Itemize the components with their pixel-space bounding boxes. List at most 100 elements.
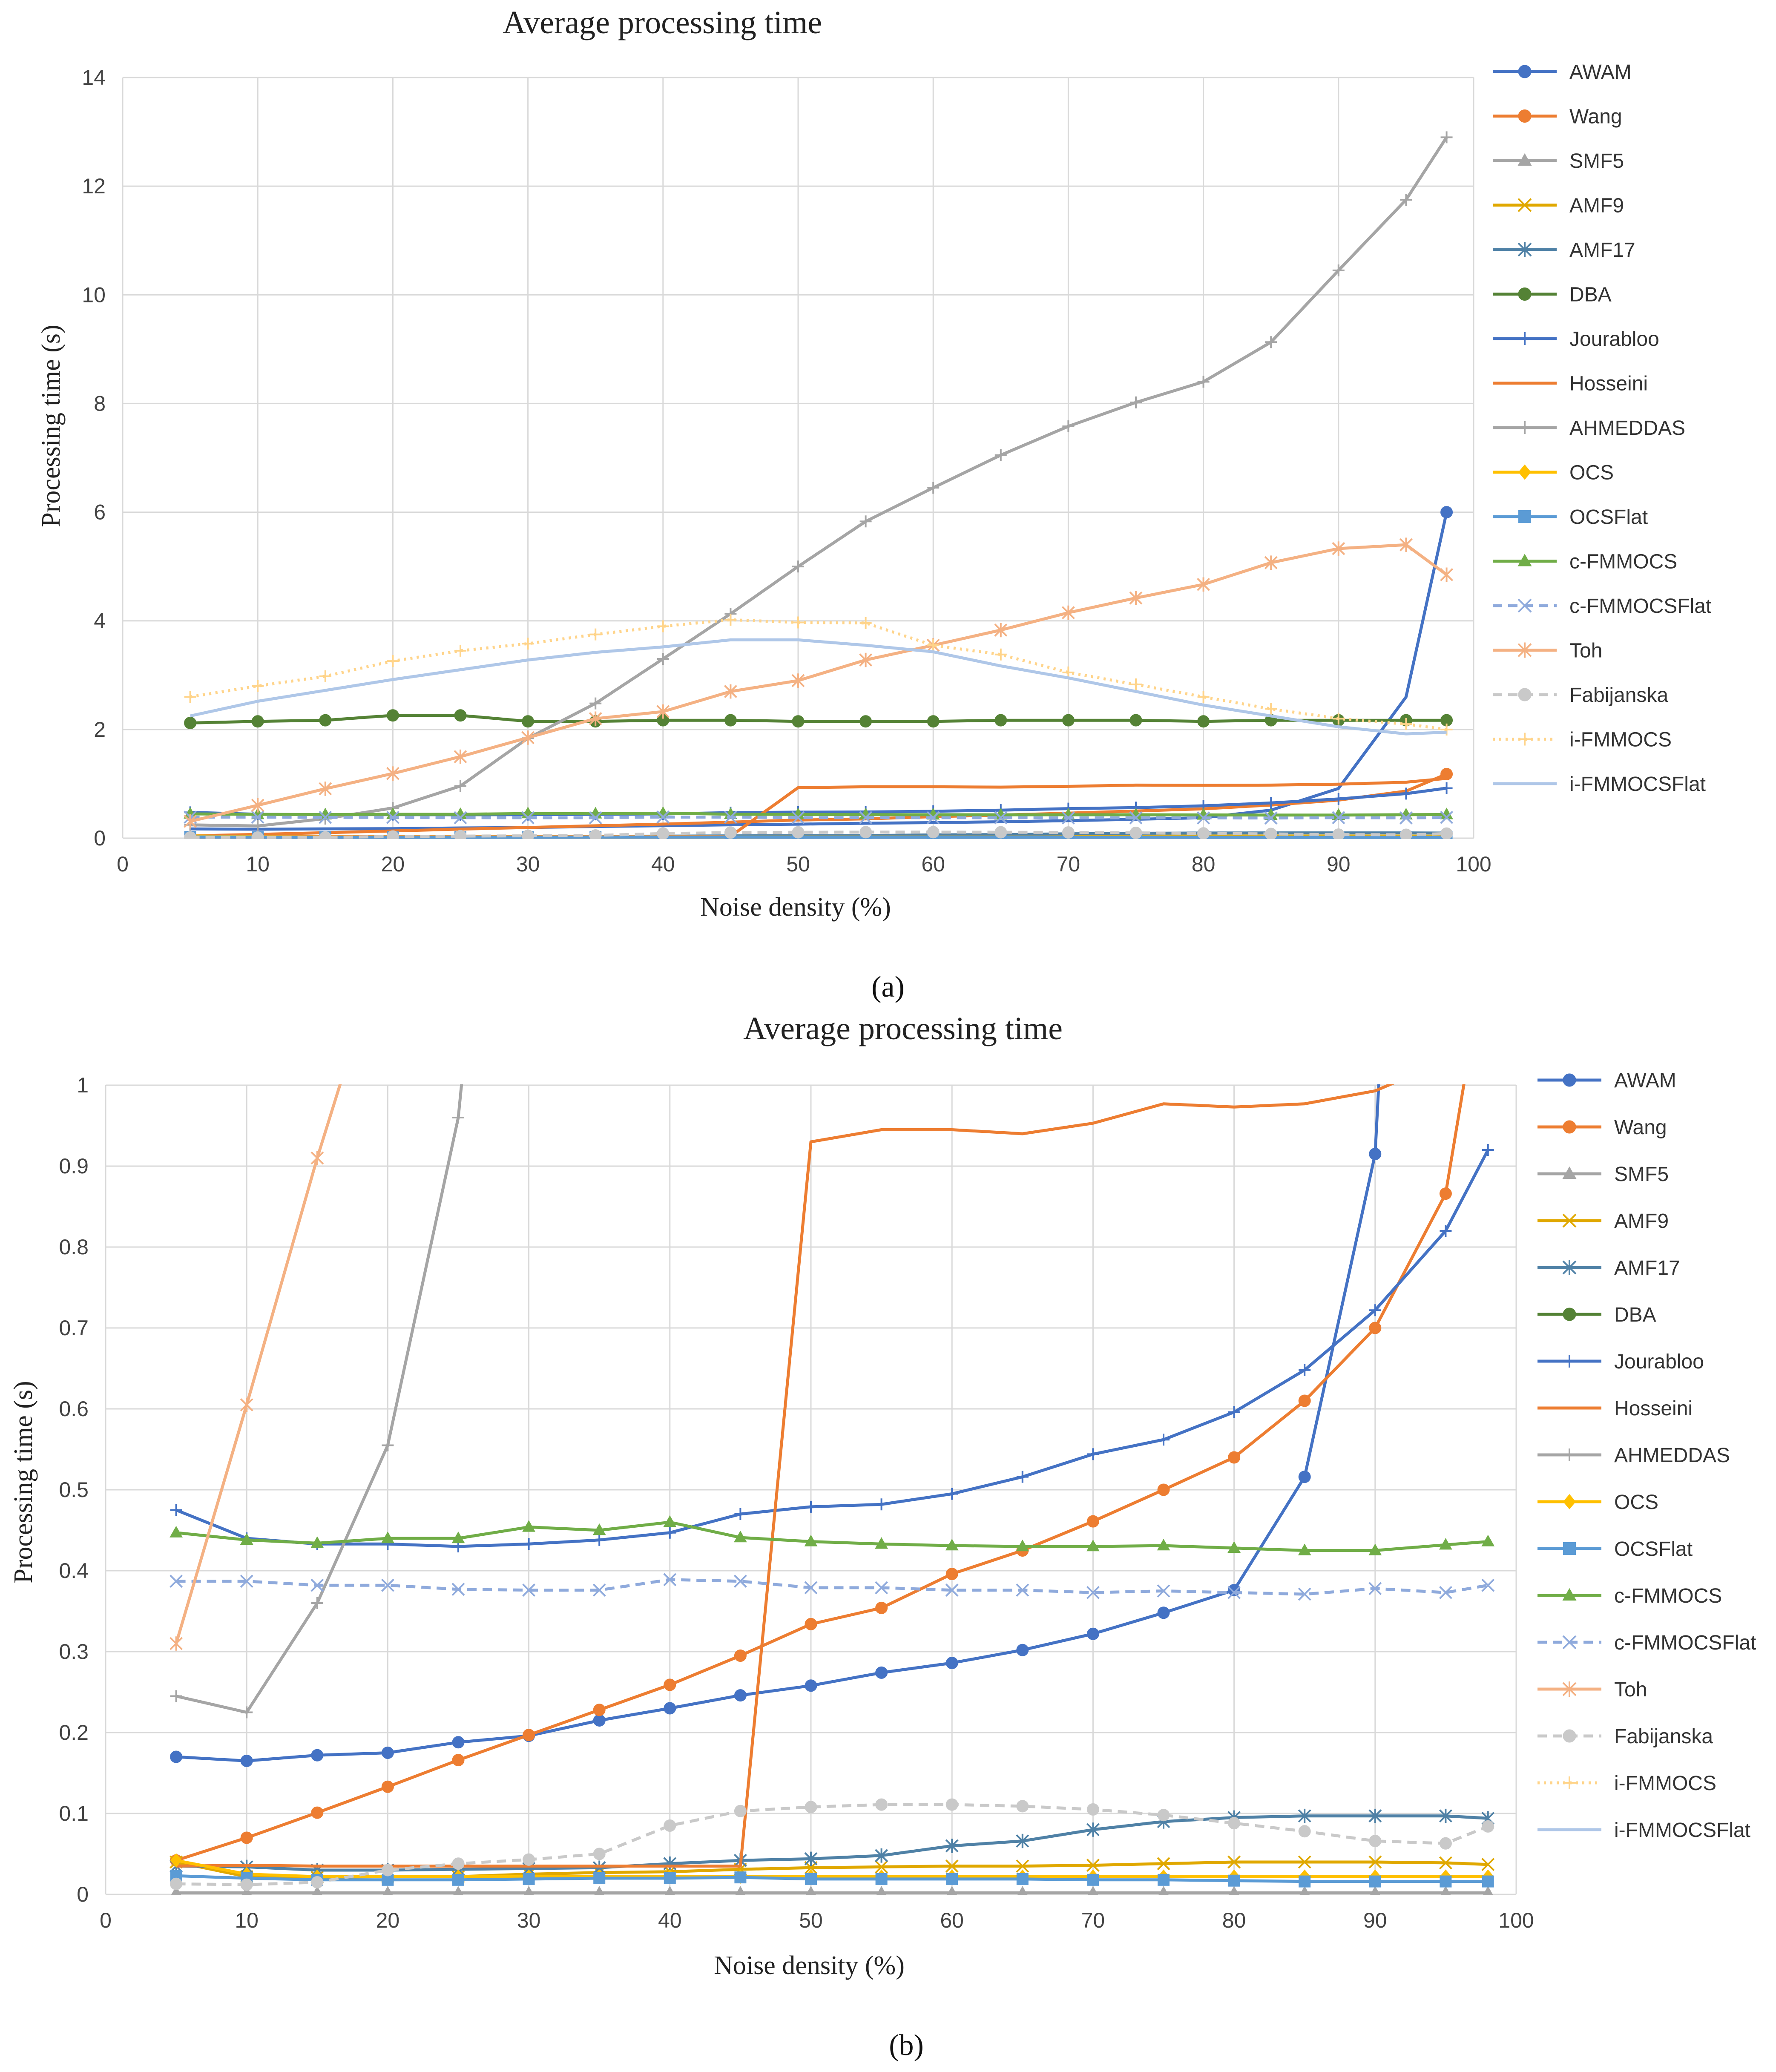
data-point-c-fmmocsflat bbox=[522, 1583, 536, 1597]
data-point-amf9 bbox=[1227, 1855, 1241, 1869]
data-point-c-fmmocsflat bbox=[386, 810, 399, 824]
data-point-ahmeddas bbox=[452, 1112, 464, 1124]
x-tick-label: 50 bbox=[799, 1908, 823, 1932]
y-tick-label: 0.1 bbox=[59, 1802, 89, 1825]
data-point-ocsflat bbox=[1299, 1875, 1311, 1888]
series-line-wang bbox=[190, 773, 1447, 838]
data-point-ahmeddas bbox=[170, 1690, 182, 1702]
data-point-c-fmmocsflat bbox=[240, 1575, 253, 1588]
data-point-toh bbox=[386, 766, 399, 781]
legend-marker bbox=[1517, 598, 1532, 613]
data-point-toh bbox=[319, 782, 332, 796]
series-wang bbox=[170, 1084, 1466, 1867]
data-point-ahmeddas bbox=[311, 1597, 323, 1609]
data-point-c-fmmocsflat bbox=[1368, 1582, 1382, 1595]
data-point-wang bbox=[945, 1568, 958, 1581]
data-point-c-fmmocsflat bbox=[451, 1583, 465, 1596]
data-point-jourabloo bbox=[875, 1498, 888, 1511]
data-point-c-fmmocsflat bbox=[804, 1581, 818, 1595]
y-tick-label: 0.3 bbox=[59, 1640, 89, 1664]
data-point-jourabloo bbox=[1400, 787, 1412, 800]
x-tick-label: 10 bbox=[235, 1908, 259, 1932]
data-point-toh bbox=[1129, 591, 1143, 605]
legend-item-i-fmmocs: i-FMMOCS bbox=[1493, 729, 1672, 751]
legend-marker bbox=[1562, 1213, 1577, 1228]
data-point-i-fmmocs bbox=[1265, 703, 1277, 715]
series-dba bbox=[170, 60, 1494, 185]
data-point-c-fmmocsflat bbox=[1399, 811, 1413, 825]
data-point-awam bbox=[1157, 1606, 1170, 1619]
data-point-fabijanska bbox=[311, 1876, 324, 1888]
data-point-c-fmmocs bbox=[1439, 1538, 1452, 1550]
data-point-c-fmmocsflat bbox=[1086, 1586, 1100, 1599]
data-point-c-fmmocs bbox=[1227, 1541, 1241, 1553]
data-point-ahmeddas bbox=[994, 449, 1007, 461]
data-point-awam bbox=[945, 1657, 958, 1670]
legend-item-hosseini: Hosseini bbox=[1493, 373, 1648, 395]
legend-label: Toh bbox=[1614, 1678, 1647, 1701]
legend-marker bbox=[1563, 1542, 1576, 1555]
data-point-fabijanska bbox=[805, 1801, 817, 1813]
data-point-dba bbox=[946, 149, 958, 161]
data-point-fabijanska bbox=[994, 826, 1007, 839]
data-point-toh bbox=[1264, 555, 1278, 570]
data-point-i-fmmocs bbox=[724, 614, 737, 626]
data-point-amf17 bbox=[875, 1848, 888, 1863]
x-tick-label: 30 bbox=[516, 852, 540, 876]
series-group-a bbox=[184, 131, 1453, 839]
data-point-ocsflat bbox=[805, 1873, 817, 1885]
x-tick-label: 80 bbox=[1222, 1908, 1246, 1932]
data-point-dba bbox=[1299, 132, 1310, 144]
data-point-smf5 bbox=[1299, 1886, 1310, 1895]
legend-item-i-fmmocs: i-FMMOCS bbox=[1537, 1772, 1716, 1795]
x-tick-label: 20 bbox=[376, 1908, 400, 1932]
data-point-dba bbox=[319, 714, 332, 727]
legend-marker bbox=[1517, 554, 1532, 566]
y-axis-label-b: Processing time (s) bbox=[9, 1381, 38, 1583]
x-tick-label: 70 bbox=[1081, 1908, 1105, 1932]
data-point-i-fmmocs bbox=[184, 691, 196, 703]
x-tick-label: 100 bbox=[1456, 852, 1491, 876]
series-line-c-fmmocs bbox=[176, 1520, 1489, 1552]
legend-item-ocs: OCS bbox=[1493, 462, 1614, 484]
series-ocsflat bbox=[170, 1870, 1494, 1888]
data-point-fabijanska bbox=[319, 831, 332, 839]
series-ahmeddas bbox=[170, 1084, 464, 1719]
data-point-ahmeddas bbox=[1130, 396, 1142, 408]
data-point-toh bbox=[382, 924, 394, 939]
y-tick-label: 0.5 bbox=[59, 1478, 89, 1502]
legend-item-smf5: SMF5 bbox=[1537, 1163, 1669, 1186]
data-point-c-fmmocs bbox=[1368, 1543, 1382, 1555]
series-ahmeddas bbox=[184, 131, 1453, 832]
data-point-toh bbox=[589, 711, 602, 726]
grid-b bbox=[105, 1084, 1517, 1895]
series-line-amf17 bbox=[176, 1814, 1489, 1872]
data-point-ocsflat bbox=[1482, 1875, 1494, 1888]
data-point-wang bbox=[734, 1650, 747, 1662]
series-line-c-fmmocs bbox=[190, 811, 1447, 817]
data-point-smf5 bbox=[382, 1886, 393, 1895]
data-point-c-fmmocs bbox=[734, 1531, 747, 1543]
data-point-wang bbox=[1157, 1483, 1170, 1496]
series-toh bbox=[170, 924, 394, 1651]
data-point-jourabloo bbox=[1440, 1225, 1452, 1237]
data-point-c-fmmocsflat bbox=[1016, 1583, 1029, 1597]
data-point-dba bbox=[523, 149, 535, 161]
data-point-c-fmmocsflat bbox=[859, 811, 873, 825]
series-line-toh bbox=[190, 543, 1448, 823]
x-tick-label: 40 bbox=[658, 1908, 682, 1932]
data-point-toh bbox=[1440, 567, 1453, 582]
x-axis-label-b: Noise density (%) bbox=[714, 1951, 905, 1980]
data-point-smf5 bbox=[1370, 1886, 1381, 1895]
data-point-wang bbox=[875, 1601, 888, 1614]
series-c-fmmocs bbox=[170, 1515, 1495, 1555]
legend-label: OCS bbox=[1614, 1491, 1658, 1514]
data-point-toh bbox=[791, 673, 805, 688]
data-point-smf5 bbox=[1440, 1886, 1451, 1895]
data-point-jourabloo bbox=[1332, 793, 1345, 805]
data-point-wang bbox=[1439, 1187, 1452, 1200]
legend-label: c-FMMOCS bbox=[1614, 1585, 1722, 1607]
data-point-c-fmmocs bbox=[945, 1539, 959, 1551]
data-point-fabijanska bbox=[240, 1878, 253, 1891]
